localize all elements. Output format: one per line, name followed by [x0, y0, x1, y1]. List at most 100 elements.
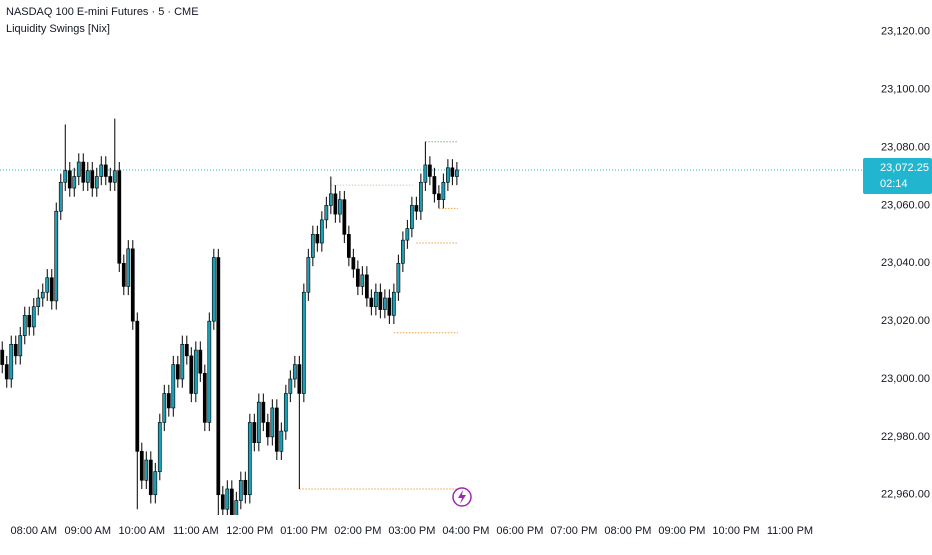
candle-body — [351, 257, 356, 270]
candle-body — [432, 176, 437, 195]
candle-body — [216, 257, 221, 496]
candle-body — [40, 291, 45, 299]
candle-body — [67, 170, 72, 189]
y-tick-label: 23,060.00 — [881, 199, 930, 211]
candle-body — [446, 167, 450, 183]
candle-body — [455, 169, 459, 177]
candle-body — [18, 335, 23, 357]
candle-body — [207, 320, 212, 423]
x-tick-label: 06:00 PM — [496, 525, 543, 537]
candle-body — [342, 199, 347, 235]
candle-body — [162, 393, 167, 423]
candle-body — [148, 459, 153, 496]
candle-body — [171, 364, 176, 409]
candle-body — [364, 274, 369, 299]
candle-body — [139, 451, 144, 481]
candle-body — [400, 239, 405, 264]
x-tick-label: 09:00 PM — [658, 525, 705, 537]
candle-body — [369, 297, 374, 307]
candle-body — [85, 170, 90, 183]
candle-body — [144, 459, 149, 481]
candle-body — [337, 199, 342, 215]
chart-title: NASDAQ 100 E-mini Futures · 5 · CME — [6, 6, 199, 18]
last-price-badge — [863, 157, 932, 194]
candle-body — [247, 422, 252, 496]
last-price-label: 23,072.25 — [880, 162, 929, 174]
y-tick-label: 23,120.00 — [881, 26, 930, 38]
candle-body — [90, 170, 95, 189]
candle-body — [94, 176, 99, 189]
candle-body — [288, 378, 293, 394]
candle-body — [54, 210, 59, 302]
candle-body — [81, 161, 86, 183]
candle-body — [220, 494, 225, 510]
candle-body — [0, 349, 5, 365]
candle-body — [441, 181, 446, 200]
candle-body — [180, 343, 185, 380]
candle-body — [234, 500, 239, 515]
candle-body — [243, 479, 248, 496]
candle-body — [58, 181, 63, 212]
candle-body — [202, 372, 207, 423]
candle-body — [112, 170, 117, 183]
x-tick-label: 03:00 PM — [388, 525, 435, 537]
candle-body — [63, 170, 68, 183]
candle-body — [355, 268, 360, 287]
candle-body — [391, 291, 396, 316]
y-tick-label: 22,980.00 — [881, 431, 930, 443]
x-tick-label: 11:00 AM — [173, 525, 219, 537]
candle-body — [72, 176, 77, 189]
candle-body — [405, 228, 410, 241]
y-tick-label: 23,020.00 — [881, 315, 930, 327]
candle-body — [301, 291, 306, 394]
candle-body — [126, 248, 131, 287]
candle-body — [157, 422, 162, 472]
candle-body — [427, 164, 432, 177]
candle-body — [103, 164, 108, 177]
candle-body — [31, 306, 36, 328]
alert-icon[interactable] — [452, 487, 472, 507]
x-tick-label: 07:00 PM — [550, 525, 597, 537]
candle-body — [382, 297, 387, 310]
x-tick-label: 08:00 PM — [604, 525, 651, 537]
candle-body — [414, 205, 419, 212]
candle-body — [324, 205, 329, 221]
candle-body — [297, 364, 302, 394]
x-tick-label: 04:00 PM — [442, 525, 489, 537]
x-tick-label: 10:00 AM — [119, 525, 165, 537]
candle-body — [310, 234, 315, 258]
candle-body — [189, 355, 194, 394]
candle-body — [130, 248, 135, 322]
x-tick-label: 01:00 PM — [280, 525, 327, 537]
candle-body — [333, 193, 338, 215]
candle-body — [49, 277, 54, 302]
candle-body — [437, 193, 441, 200]
candle-body — [252, 422, 257, 443]
candle-body — [306, 257, 311, 293]
candle-body — [117, 170, 122, 264]
candle-body — [229, 488, 234, 515]
candle-body — [153, 471, 158, 496]
x-tick-label: 02:00 PM — [334, 525, 381, 537]
candle-body — [108, 176, 113, 183]
candle-body — [45, 277, 50, 293]
candle-body — [193, 349, 198, 394]
y-tick-label: 23,040.00 — [881, 257, 930, 269]
candle-body — [387, 297, 392, 316]
candle-body — [238, 479, 243, 501]
candle-body — [4, 364, 9, 380]
candle-body — [9, 343, 14, 380]
countdown: 02:14 — [880, 178, 908, 190]
candle-body — [346, 234, 351, 258]
candle-body — [396, 262, 401, 293]
candle-body — [99, 164, 104, 177]
candle-body — [13, 343, 18, 357]
candle-body — [378, 291, 383, 310]
candle-body — [279, 430, 284, 452]
x-tick-label: 10:00 PM — [712, 525, 759, 537]
x-tick-label: 09:00 AM — [65, 525, 111, 537]
candle-body — [198, 349, 203, 374]
